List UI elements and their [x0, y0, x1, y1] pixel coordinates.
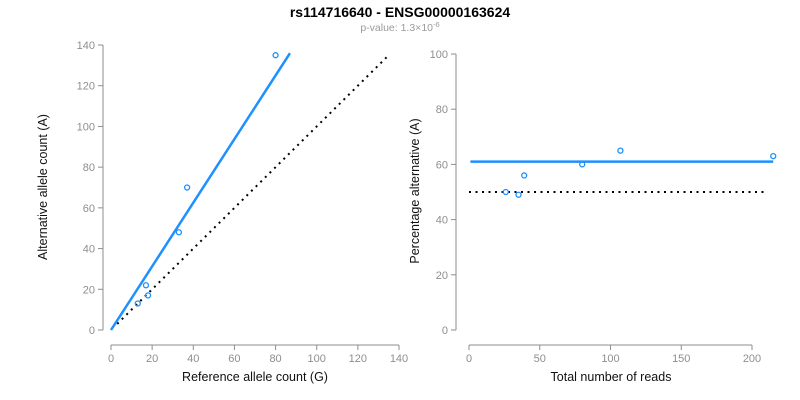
right-x-axis-title: Total number of reads: [550, 370, 672, 384]
x-tick-label: 120: [349, 353, 367, 365]
data-point: [134, 300, 141, 307]
y-tick-label: 120: [77, 81, 95, 93]
x-tick-label: 140: [390, 353, 408, 365]
data-point: [770, 152, 777, 160]
y-tick-label: 100: [430, 49, 448, 61]
data-point: [175, 229, 183, 236]
y-tick-label: 80: [436, 104, 448, 116]
y-tick-label: 40: [83, 244, 95, 256]
left-y-axis-title: Alternative allele count (A): [36, 114, 50, 260]
x-tick-label: 60: [228, 353, 240, 365]
data-point: [502, 188, 509, 196]
x-tick-label: 40: [187, 353, 199, 365]
y-tick-label: 40: [436, 215, 448, 227]
y-tick-label: 0: [89, 325, 95, 337]
x-tick-label: 80: [269, 353, 281, 365]
x-tick-label: 100: [308, 353, 326, 365]
y-tick-label: 60: [83, 203, 95, 215]
data-point: [521, 172, 528, 179]
data-point: [142, 282, 150, 289]
data-point: [579, 161, 586, 168]
pvalue-subtitle: p-value: 1.3×10-6: [0, 20, 800, 34]
left-x-axis-title: Reference allele count (G): [182, 370, 328, 384]
y-tick-label: 20: [436, 270, 448, 282]
y-tick-label: 80: [83, 162, 95, 174]
y-tick-label: 60: [436, 159, 448, 171]
y-tick-label: 0: [442, 325, 448, 337]
x-tick-label: 100: [601, 353, 619, 365]
x-tick-label: 150: [672, 353, 690, 365]
data-point: [144, 292, 152, 299]
data-point: [617, 147, 624, 154]
x-tick-label: 200: [743, 353, 761, 365]
y-tick-label: 140: [77, 40, 95, 52]
x-tick-label: 0: [108, 353, 114, 365]
figure-title: rs114716640 - ENSG00000163624: [289, 4, 511, 20]
data-point: [515, 191, 522, 198]
x-tick-label: 20: [146, 353, 158, 365]
pvalue-text: p-value: 1.3×10: [360, 22, 433, 34]
pvalue-exponent: -6: [433, 20, 440, 29]
data-point: [183, 184, 191, 191]
y-tick-label: 20: [83, 284, 95, 296]
fit-line: [109, 52, 292, 331]
x-tick-label: 50: [534, 353, 546, 365]
data-point: [272, 52, 279, 59]
y-tick-label: 100: [77, 121, 95, 133]
identity-line: [116, 56, 388, 325]
x-tick-label: 0: [466, 353, 472, 365]
right-y-axis-title: Percentage alternative (A): [408, 118, 422, 264]
